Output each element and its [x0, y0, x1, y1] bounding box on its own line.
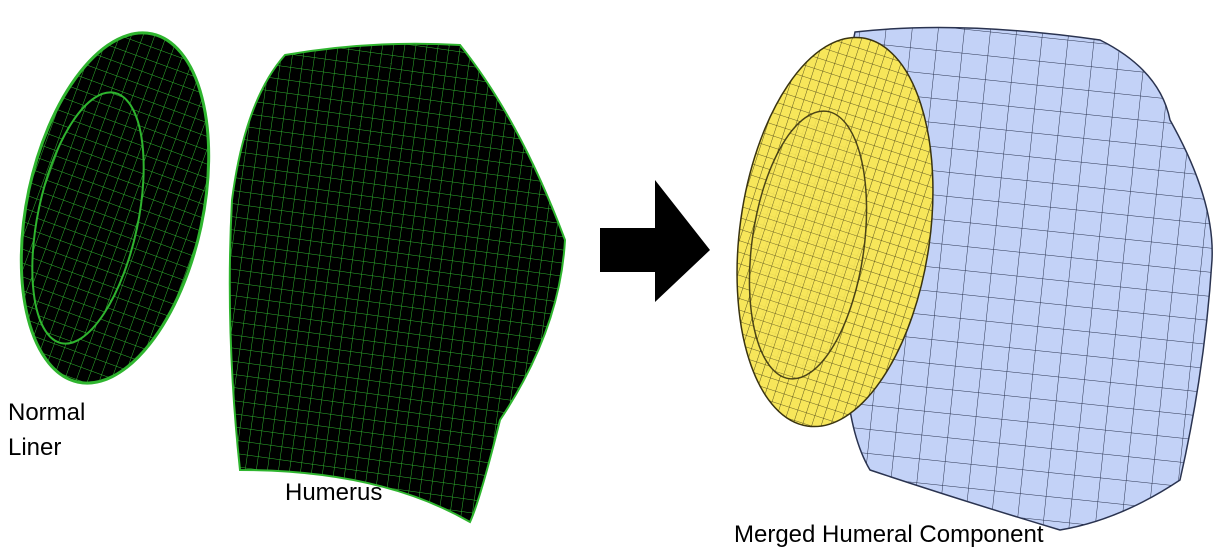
arrow: [600, 180, 710, 302]
humerus-mesh: [228, 42, 567, 524]
merged-label: Merged Humeral Component: [734, 521, 1044, 548]
liner-mesh: [19, 31, 211, 385]
humerus-label: Humerus: [285, 479, 382, 506]
liner-label-line1: Normal: [8, 399, 85, 426]
merged-liner-mesh: [736, 36, 934, 428]
liner-label-line2: Liner: [8, 434, 61, 461]
